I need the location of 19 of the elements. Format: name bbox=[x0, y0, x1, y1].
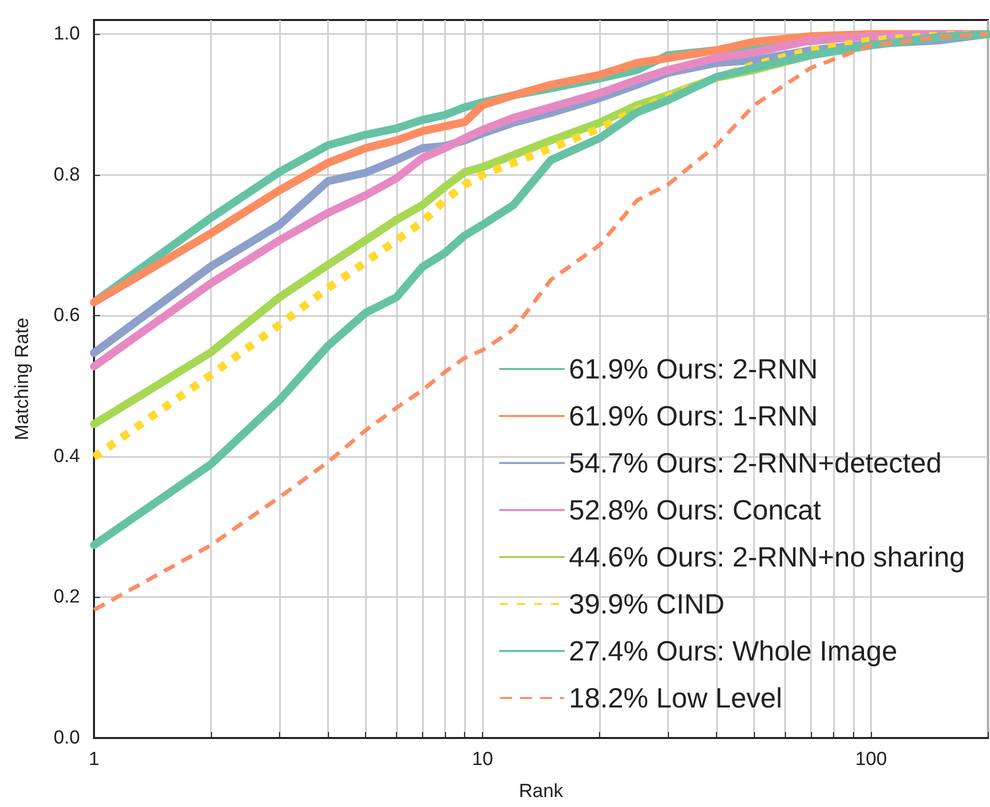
y-tick-label: 0.6 bbox=[54, 305, 80, 326]
x-tick-label: 10 bbox=[472, 749, 494, 770]
y-tick-label: 1.0 bbox=[54, 24, 80, 45]
legend-label: 27.4% Ours: Whole Image bbox=[568, 636, 898, 666]
y-tick-label: 0.2 bbox=[54, 586, 80, 608]
legend-label: 39.9% CIND bbox=[568, 588, 725, 620]
y-tick-label: 0.0 bbox=[54, 728, 80, 748]
legend-label: 18.2% Low Level bbox=[568, 682, 782, 714]
x-tick-label: 1 bbox=[88, 749, 100, 770]
legend-label: 52.8% Ours: Concat bbox=[568, 494, 822, 526]
x-tick-label: 100 bbox=[855, 749, 887, 770]
y-tick-label: 0.4 bbox=[54, 446, 80, 467]
legend-label: 44.6% Ours: 2-RNN+no sharing bbox=[568, 542, 966, 572]
y-axis-title: Matching Rate bbox=[12, 318, 33, 440]
x-axis-title: Rank bbox=[518, 781, 564, 802]
y-tick-label: 0.8 bbox=[54, 164, 80, 186]
legend-label: 61.9% Ours: 1-RNN bbox=[568, 400, 818, 432]
legend-label: 61.9% Ours: 2-RNN bbox=[568, 354, 818, 384]
legend-label: 54.7% Ours: 2-RNN+detected bbox=[568, 448, 942, 478]
